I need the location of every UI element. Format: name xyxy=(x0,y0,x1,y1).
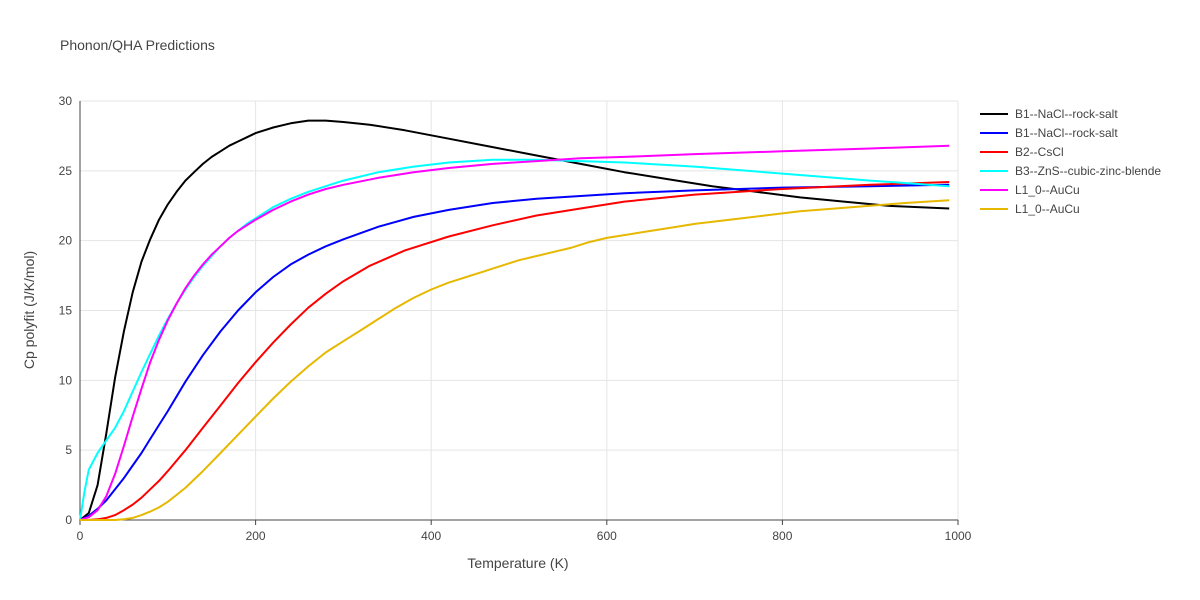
legend-item[interactable]: B1--NaCl--rock-salt xyxy=(980,107,1118,121)
x-tick-label: 0 xyxy=(77,529,84,543)
x-tick-label: 200 xyxy=(246,529,266,543)
series-line-1 xyxy=(79,183,950,521)
y-tick-label: 0 xyxy=(65,513,72,527)
x-tick-label: 800 xyxy=(772,529,792,543)
legend-label: L1_0--AuCu xyxy=(1015,202,1080,216)
y-axis-label: Cp polyfit (J/K/mol) xyxy=(21,251,37,369)
x-tick-label: 600 xyxy=(597,529,617,543)
legend-item[interactable]: L1_0--AuCu xyxy=(980,202,1080,216)
plot-area xyxy=(79,119,950,521)
legend-item[interactable]: B3--ZnS--cubic-zinc-blende xyxy=(980,164,1161,178)
legend-label: B1--NaCl--rock-salt xyxy=(1015,126,1118,140)
legend-label: B3--ZnS--cubic-zinc-blende xyxy=(1015,164,1161,178)
legend-item[interactable]: B2--CsCl xyxy=(980,145,1064,159)
y-tick-label: 5 xyxy=(65,443,72,457)
legend-item[interactable]: B1--NaCl--rock-salt xyxy=(980,126,1118,140)
legend: B1--NaCl--rock-salt B1--NaCl--rock-salt B2… xyxy=(980,107,1161,216)
series-line-4 xyxy=(79,144,950,521)
x-tick-label: 1000 xyxy=(945,529,972,543)
y-tick-label: 25 xyxy=(59,164,73,178)
y-tick-label: 10 xyxy=(59,373,73,387)
series-line-0 xyxy=(79,119,950,521)
series-line-3 xyxy=(79,158,950,521)
y-tick-label: 30 xyxy=(59,94,73,108)
legend-label: B1--NaCl--rock-salt xyxy=(1015,107,1118,121)
chart-title: Phonon/QHA Predictions xyxy=(60,37,215,53)
x-tick-label: 400 xyxy=(421,529,441,543)
y-axis-ticks: 0 5 10 15 20 25 30 xyxy=(59,94,73,527)
x-axis-ticks: 0 200 400 600 800 1000 xyxy=(77,529,972,543)
legend-label: L1_0--AuCu xyxy=(1015,183,1080,197)
series-line-5 xyxy=(80,199,950,521)
x-axis-label: Temperature (K) xyxy=(467,555,568,571)
legend-item[interactable]: L1_0--AuCu xyxy=(980,183,1080,197)
y-tick-label: 20 xyxy=(59,234,73,248)
series-line-2 xyxy=(80,181,950,521)
legend-label: B2--CsCl xyxy=(1015,145,1064,159)
y-tick-label: 15 xyxy=(59,304,73,318)
